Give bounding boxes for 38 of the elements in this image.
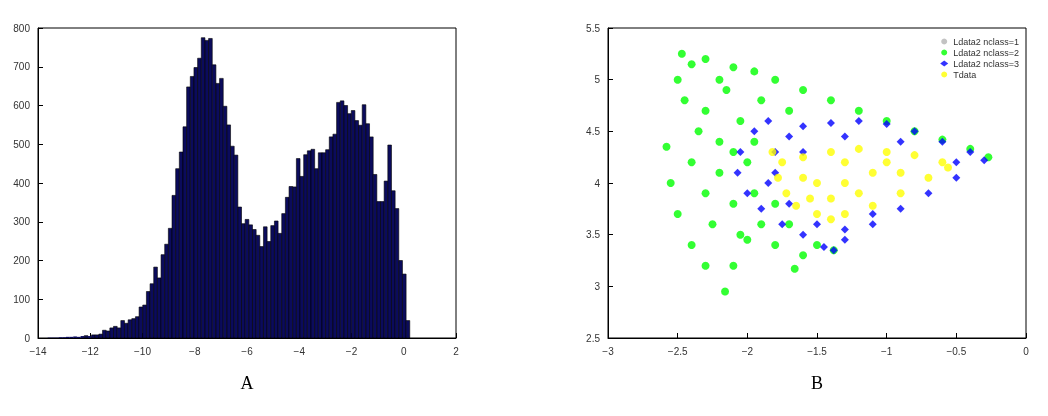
legend-label: Ldata2 nclass=1 [953, 36, 1020, 47]
y-tick-label: 4 [594, 177, 601, 189]
x-tick-label: −1 [880, 345, 893, 357]
x-tick-label: −3 [602, 345, 615, 357]
x-tick-label: −6 [241, 345, 254, 357]
y-tick-label: 2.5 [586, 332, 601, 344]
x-tick-label: −1.5 [807, 345, 828, 357]
y-tick-label: 400 [13, 177, 31, 189]
legend-label: Ldata2 nclass=3 [953, 58, 1020, 69]
x-tick-label: −12 [81, 345, 100, 357]
y-tick-label: 500 [13, 138, 31, 150]
y-tick-label: 300 [13, 216, 31, 228]
text: A [239, 373, 255, 394]
x-tick-label: −10 [134, 345, 152, 357]
y-tick-label: 5 [594, 74, 601, 86]
x-tick-label: −4 [293, 345, 306, 357]
y-tick-label: 3 [594, 280, 601, 292]
legend-label: Tdata [953, 69, 977, 80]
x-tick-label: 0 [400, 345, 407, 357]
y-tick-label: 3.5 [586, 229, 601, 241]
x-tick-label: −2 [741, 345, 754, 357]
y-tick-label: 800 [13, 22, 31, 34]
x-tick-label: −8 [189, 345, 201, 357]
y-tick-label: 5.5 [586, 22, 601, 34]
x-tick-label: −14 [29, 345, 47, 357]
legend-label: Ldata2 nclass=2 [953, 47, 1020, 58]
y-tick-label: 600 [13, 100, 31, 111]
y-tick-label: 700 [13, 61, 31, 73]
x-tick-label: −0.5 [946, 345, 967, 357]
x-tick-label: 2 [453, 345, 460, 357]
y-tick-label: 4.5 [586, 125, 601, 137]
y-tick-label: 200 [13, 255, 31, 266]
x-tick-label: −2 [345, 345, 358, 357]
x-tick-label: −2.5 [667, 345, 688, 357]
y-tick-label: 0 [24, 332, 31, 344]
x-tick-label: 0 [1023, 345, 1030, 357]
text: B [810, 373, 824, 394]
y-tick-label: 100 [13, 293, 31, 305]
